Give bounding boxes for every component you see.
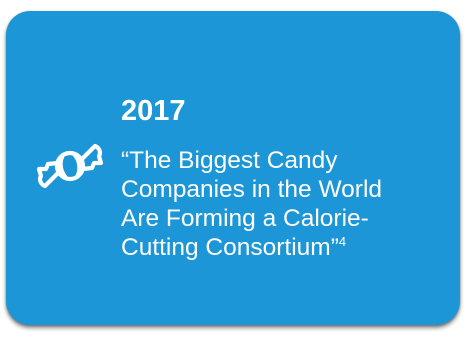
quote-line-text: Cutting Consortium” [121,234,339,261]
quote-text: “The Biggest Candy Companies in the Worl… [121,146,451,262]
quote-line: “The Biggest Candy [121,147,338,174]
timeline-card: 2017 “The Biggest Candy Companies in the… [6,11,460,325]
quote-line: Are Forming a Calorie- [121,205,369,232]
quote-line: Companies in the World [121,176,383,203]
candy-icon [36,136,104,196]
year-heading: 2017 [121,95,186,127]
quote-line: Cutting Consortium”4 [121,233,451,262]
footnote-marker: 4 [338,234,347,249]
